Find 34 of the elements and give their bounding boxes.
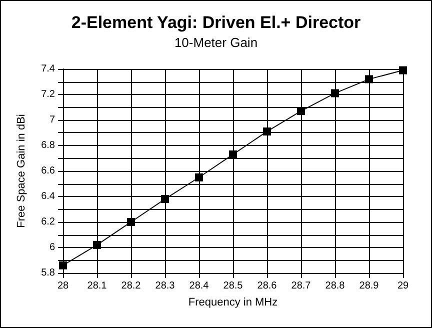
x-tick-label: 28.2 (121, 280, 142, 292)
x-tick-label: 29 (397, 280, 409, 292)
x-tick-label: 28 (57, 280, 69, 292)
y-tick-label: 5.8 (41, 268, 56, 278)
x-tick-label: 28.9 (359, 280, 380, 292)
x-tick-label: 28.3 (155, 280, 176, 292)
x-tick-label: 28.8 (325, 280, 346, 292)
point (399, 66, 407, 74)
x-tick-label: 28.4 (189, 280, 210, 292)
point (263, 127, 271, 136)
y-tick-label: 7.2 (41, 89, 56, 100)
point (331, 89, 339, 98)
point (195, 173, 203, 182)
x-tick-label: 28.7 (291, 280, 312, 292)
y-tick-label: 6.6 (41, 166, 56, 176)
point (297, 107, 305, 116)
point (161, 195, 169, 204)
point (93, 240, 101, 249)
y-axis-title: Free Space Gain in dBi (16, 114, 28, 228)
x-axis-title: Frequency in MHz (188, 296, 278, 308)
point (127, 218, 135, 226)
x-tick-label: 28.6 (257, 280, 278, 292)
y-tick-label: 6.8 (41, 140, 56, 151)
y-tick-label: 6 (49, 242, 56, 253)
y-tick-label: 6.2 (41, 216, 56, 228)
chart-title: 2-Element Yagi: Driven El.+ Director (71, 13, 362, 32)
point (229, 150, 237, 158)
x-tick-label: 28.1 (87, 280, 108, 292)
y-tick-label: 6.4 (41, 191, 56, 202)
point (365, 75, 373, 84)
y-tick-label: 7.4 (41, 64, 56, 74)
x-tick-label: 28.5 (223, 280, 244, 292)
y-tick-label: 7 (49, 114, 56, 126)
chart-subtitle: 10-Meter Gain (174, 35, 258, 50)
